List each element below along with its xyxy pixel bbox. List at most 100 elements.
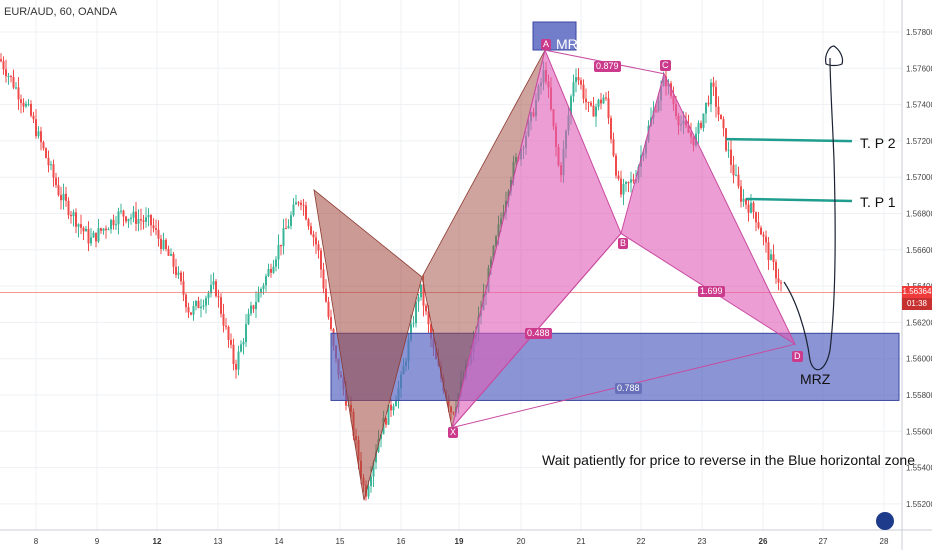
candle-body [747,204,750,213]
ratio-bd-label: 1.699 [698,286,725,297]
candle-body [122,210,125,217]
candle-body [322,269,325,289]
candle-body [242,342,245,345]
candle-body [592,105,595,117]
candle-body [705,102,707,114]
y-tick-label: 1.55200 [906,500,932,509]
candle-body [62,193,65,201]
mrz-top-box [532,21,577,51]
candle-body [107,229,110,231]
candle-body [137,219,140,224]
candle-body [150,215,152,226]
candle-body [22,102,25,107]
candle-body [220,297,222,314]
candle-body [597,99,600,107]
candle-body [192,306,195,315]
candle-body [275,259,277,267]
x-tick-label: 9 [95,537,100,546]
candle-body [752,202,755,213]
candle-body [412,323,415,325]
candle-body [290,215,292,226]
candle-body [102,228,105,231]
candle-body [370,476,372,486]
candle-body [745,198,747,205]
x-tick-label: 26 [759,537,768,546]
candle-body [270,269,272,273]
candle-body [142,220,145,222]
candle-body [60,195,62,201]
candle-body [85,228,87,232]
candle-body [180,272,182,282]
candle-body [430,324,432,339]
candle-body [570,96,572,116]
y-tick-label: 1.56200 [906,318,932,327]
candle-body [590,102,592,106]
candle-body [287,225,290,229]
candle-body [65,193,67,201]
ratio-xb-label: 0.488 [525,328,552,339]
mrz-bottom-label: MRZ [800,371,831,387]
candle-body [587,102,590,104]
candle-body [612,139,615,156]
candle-body [157,229,160,239]
candle-body [367,485,370,497]
candle-body [390,404,392,411]
candle-body [375,452,377,463]
candle-body [282,228,285,247]
candle-body [50,164,52,166]
candle-body [307,219,310,227]
candle-body [72,212,75,217]
candle-body [302,204,305,206]
candle-body [87,228,90,244]
point-b-label: B [618,238,629,249]
candle-body [200,306,202,309]
candle-body [232,344,235,365]
candle-body [622,184,625,195]
x-tick-label: 14 [275,537,284,546]
candle-body [165,239,167,250]
candle-body [10,75,12,77]
candle-body [297,202,300,204]
candle-body [160,238,162,250]
candle-body [205,298,207,306]
candle-body [325,288,327,302]
candle-body [252,305,255,310]
candle-body [195,300,197,307]
candle-body [75,212,77,227]
countdown-tag: 01:38 [902,298,932,310]
candle-body [235,364,237,370]
candle-body [70,215,72,217]
mrz-top-label: MRZ [556,36,587,52]
candle-body [42,142,45,149]
point-a-label: A [541,39,552,50]
candle-body [280,244,282,247]
candle-body [740,186,742,202]
candle-body [40,131,42,143]
candle-body [272,266,275,273]
candle-body [712,82,715,87]
candle-body [600,99,602,104]
candle-body [607,98,610,119]
projection-path [783,57,836,371]
x-tick-label: 16 [397,537,406,546]
y-tick-label: 1.55800 [906,391,932,400]
candle-body [110,219,112,230]
candle-body [82,227,85,232]
current-price-tag: 1.56364 [902,286,932,298]
candle-body [115,224,117,226]
candle-body [15,87,17,89]
candle-body [25,103,27,107]
candle-body [255,301,257,310]
candle-body [57,185,60,196]
candle-body [217,296,220,298]
candle-body [415,301,417,324]
candle-body [395,400,397,407]
symbol-title: EUR/AUD, 60, OANDA [4,6,118,18]
candle-body [237,351,240,370]
candle-body [210,284,212,294]
candle-body [722,119,725,129]
ratio-ac-label: 0.879 [594,61,621,72]
candle-body [250,305,252,314]
candle-body [127,218,130,222]
candle-body [372,462,375,477]
